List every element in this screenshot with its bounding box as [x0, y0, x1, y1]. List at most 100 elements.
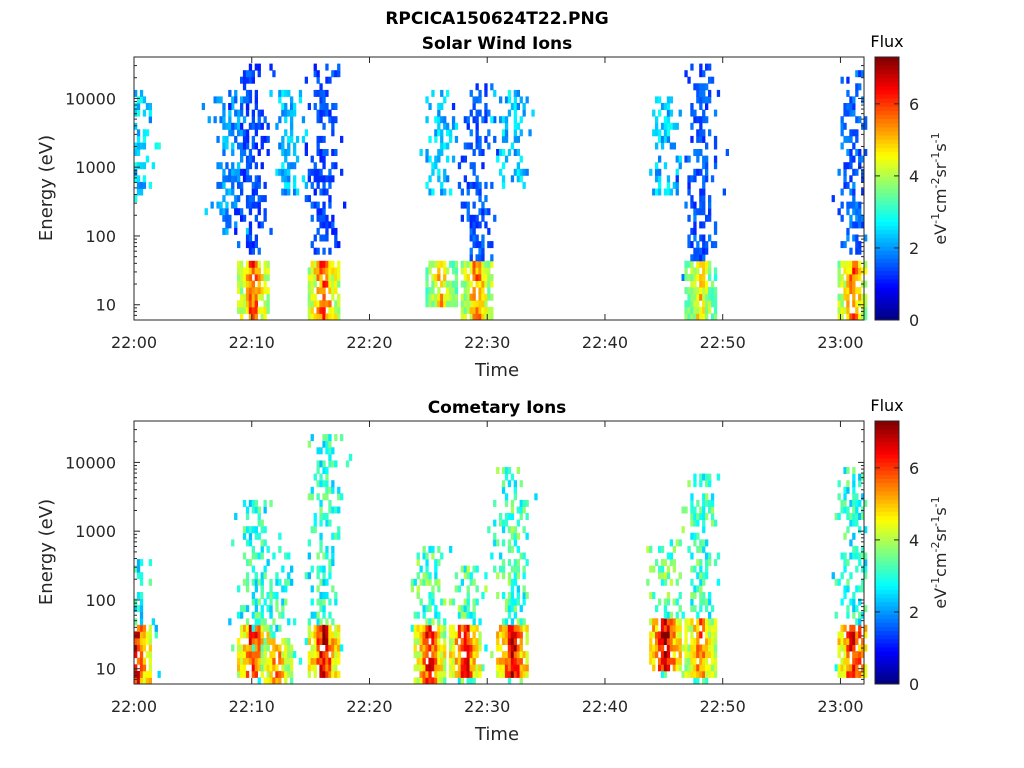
heatmap-cell — [316, 644, 320, 652]
heatmap-cell — [699, 168, 703, 176]
heatmap-cell — [301, 116, 306, 124]
heatmap-cell — [696, 513, 700, 520]
heatmap-cell — [240, 274, 244, 281]
heatmap-cell — [678, 572, 682, 580]
heatmap-cell — [855, 70, 859, 78]
heatmap-cell — [681, 274, 685, 281]
heatmap-cell — [287, 109, 291, 117]
heatmap-cell — [231, 122, 235, 130]
heatmap-cell — [419, 149, 423, 156]
heatmap-cell — [522, 598, 526, 606]
heatmap-cell — [319, 287, 323, 295]
heatmap-cell — [864, 280, 868, 288]
heatmap-cell — [472, 313, 476, 321]
heatmap-cell — [708, 287, 712, 295]
heatmap-cell — [260, 611, 264, 619]
heatmap-cell — [658, 572, 662, 580]
heatmap-cell — [266, 644, 270, 652]
heatmap-cell — [416, 572, 420, 580]
heatmap-cell — [516, 657, 520, 665]
heatmap-cell — [475, 300, 479, 308]
heatmap-cell — [284, 155, 288, 163]
heatmap-cell — [434, 657, 438, 665]
heatmap-cell — [499, 631, 503, 639]
heatmap-cell — [655, 142, 659, 150]
heatmap-cell — [472, 168, 476, 176]
heatmap-cell — [437, 103, 441, 110]
heatmap-cell — [269, 578, 273, 586]
heatmap-cell — [313, 175, 317, 183]
heatmap-cell — [316, 631, 320, 639]
heatmap-cell — [684, 70, 688, 78]
heatmap-cell — [234, 221, 238, 229]
colorbar-segment — [875, 180, 899, 185]
heatmap-cell — [263, 506, 267, 514]
heatmap-cell — [325, 149, 329, 156]
heatmap-cell — [702, 677, 706, 685]
heatmap-cell — [145, 651, 150, 659]
heatmap-cell — [699, 644, 703, 652]
heatmap-cell — [484, 103, 488, 110]
heatmap-cell — [278, 89, 282, 97]
heatmap-cell — [319, 480, 323, 488]
heatmap-cell — [669, 109, 673, 117]
heatmap-cell — [463, 611, 467, 619]
heatmap-cell — [343, 201, 347, 209]
x-axis: 22:00 22:10 22:20 22:30 22:40 22:50 23:00 — [111, 57, 864, 352]
heatmap-cell — [266, 605, 270, 613]
heatmap-cell — [446, 142, 450, 150]
heatmap-cell — [690, 552, 694, 560]
heatmap-cell — [846, 486, 850, 494]
heatmap-cell — [669, 611, 673, 619]
heatmap-cell — [843, 552, 847, 560]
heatmap-cell — [428, 578, 432, 586]
heatmap-cell — [257, 651, 261, 659]
heatmap-cell — [254, 578, 258, 586]
heatmap-cell — [257, 195, 261, 203]
heatmap-cell — [434, 260, 438, 268]
heatmap-cell — [478, 644, 482, 652]
heatmap-cell — [266, 638, 270, 645]
heatmap-cell — [248, 287, 253, 295]
heatmap-cell — [496, 657, 500, 665]
heatmap-cell — [699, 89, 703, 97]
colorbar-segment — [875, 283, 899, 288]
heatmap-cell — [702, 306, 706, 314]
heatmap-cell — [451, 657, 456, 665]
heatmap-cell — [334, 460, 338, 468]
heatmap-cell — [413, 638, 417, 645]
colorbar-segment — [875, 486, 899, 492]
heatmap-cell — [254, 526, 258, 534]
heatmap-cell — [242, 274, 247, 281]
heatmap-cell — [451, 644, 456, 652]
heatmap-cell — [422, 664, 426, 672]
heatmap-cell — [858, 552, 862, 560]
heatmap-cell — [240, 631, 244, 639]
heatmap-cell — [846, 162, 850, 170]
heatmap-cell — [666, 552, 671, 560]
heatmap-cell — [690, 592, 694, 599]
heatmap-cell — [457, 677, 462, 685]
heatmap-cell — [451, 116, 456, 124]
heatmap-cell — [669, 657, 673, 665]
heatmap-cell — [846, 670, 850, 678]
heatmap-cell — [840, 188, 844, 196]
heatmap-cell — [699, 254, 703, 262]
heatmap-cell — [846, 89, 850, 97]
heatmap-cell — [678, 539, 682, 547]
heatmap-cell — [281, 89, 285, 97]
heatmap-cell — [690, 598, 694, 606]
heatmap-cell — [237, 267, 241, 275]
heatmap-cell — [457, 611, 462, 619]
heatmap-cell — [449, 545, 453, 553]
heatmap-cell — [257, 247, 261, 255]
heatmap-cell — [248, 274, 253, 281]
heatmap-cell — [663, 135, 668, 143]
heatmap-cell — [319, 513, 323, 520]
heatmap-cell — [696, 585, 700, 593]
heatmap-cell — [843, 657, 847, 665]
heatmap-cell — [475, 651, 479, 659]
heatmap-cell — [666, 565, 671, 573]
heatmap-cell — [846, 208, 850, 216]
heatmap-cell — [443, 122, 447, 130]
